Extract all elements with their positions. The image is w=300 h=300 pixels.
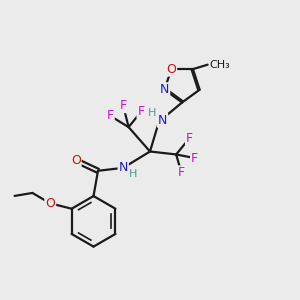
Text: F: F	[191, 152, 198, 164]
Text: F: F	[106, 109, 114, 122]
Text: F: F	[120, 99, 127, 112]
Text: H: H	[148, 108, 157, 118]
Text: N: N	[160, 83, 169, 96]
Text: H: H	[129, 169, 137, 179]
Text: F: F	[137, 105, 145, 118]
Text: O: O	[45, 197, 55, 210]
Text: O: O	[166, 63, 176, 76]
Text: CH₃: CH₃	[209, 60, 230, 70]
Text: N: N	[118, 161, 128, 174]
Text: O: O	[71, 154, 81, 167]
Text: N: N	[158, 114, 167, 127]
Text: F: F	[178, 167, 185, 179]
Text: F: F	[186, 132, 193, 145]
